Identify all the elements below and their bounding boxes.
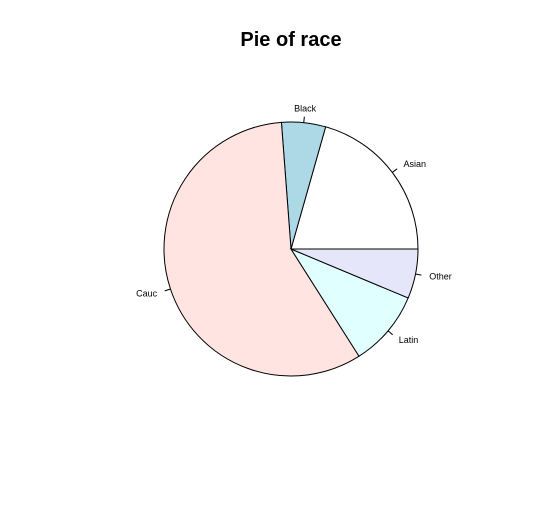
slice-label-latin: Latin xyxy=(399,335,419,345)
chart-title: Pie of race xyxy=(240,29,341,51)
slice-label-cauc: Cauc xyxy=(136,288,158,298)
pie-slice-latin xyxy=(289,247,409,357)
slice-label-asian: Asian xyxy=(403,159,426,169)
label-tick-black xyxy=(303,116,305,123)
slice-label-black: Black xyxy=(294,104,317,114)
label-tick-other xyxy=(415,273,422,276)
pie-slice-cauc xyxy=(163,121,360,377)
pie-label-ticks xyxy=(164,116,422,336)
pie-slices xyxy=(163,121,419,377)
label-tick-latin xyxy=(387,330,393,336)
label-tick-cauc xyxy=(164,288,171,292)
pie-labels: Asian Black Cauc Latin Other xyxy=(136,104,452,345)
slice-label-other: Other xyxy=(429,272,452,282)
label-tick-asian xyxy=(392,168,398,173)
